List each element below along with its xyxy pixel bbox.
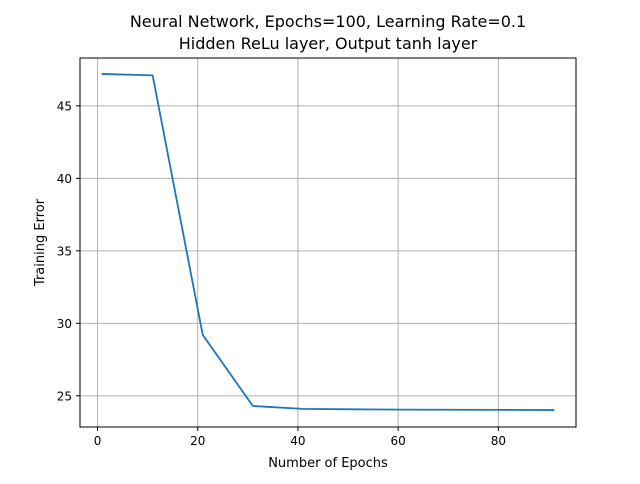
plot-frame bbox=[79, 57, 577, 428]
x-tick-label: 60 bbox=[391, 434, 406, 448]
chart-title: Neural Network, Epochs=100, Learning Rat… bbox=[130, 12, 526, 31]
chart-subtitle: Hidden ReLu layer, Output tanh layer bbox=[179, 34, 478, 53]
y-tick-label: 35 bbox=[57, 244, 72, 258]
x-tick-label: 0 bbox=[94, 434, 102, 448]
x-tick-label: 40 bbox=[290, 434, 305, 448]
y-tick-label: 30 bbox=[57, 317, 72, 331]
y-tick-label: 25 bbox=[57, 389, 72, 403]
x-tick-label: 80 bbox=[491, 434, 506, 448]
x-axis-label: Number of Epochs bbox=[268, 456, 388, 471]
y-tick-label: 45 bbox=[57, 99, 72, 113]
axis-ticks: 0 20 40 60 80 25 30 35 40 45 bbox=[57, 99, 506, 448]
x-tick-label: 20 bbox=[190, 434, 205, 448]
y-axis-label: Training Error bbox=[33, 198, 48, 287]
series-layer bbox=[101, 73, 555, 411]
training-error-line bbox=[101, 73, 555, 411]
y-tick-label: 40 bbox=[57, 172, 72, 186]
grid-lines bbox=[80, 58, 576, 427]
